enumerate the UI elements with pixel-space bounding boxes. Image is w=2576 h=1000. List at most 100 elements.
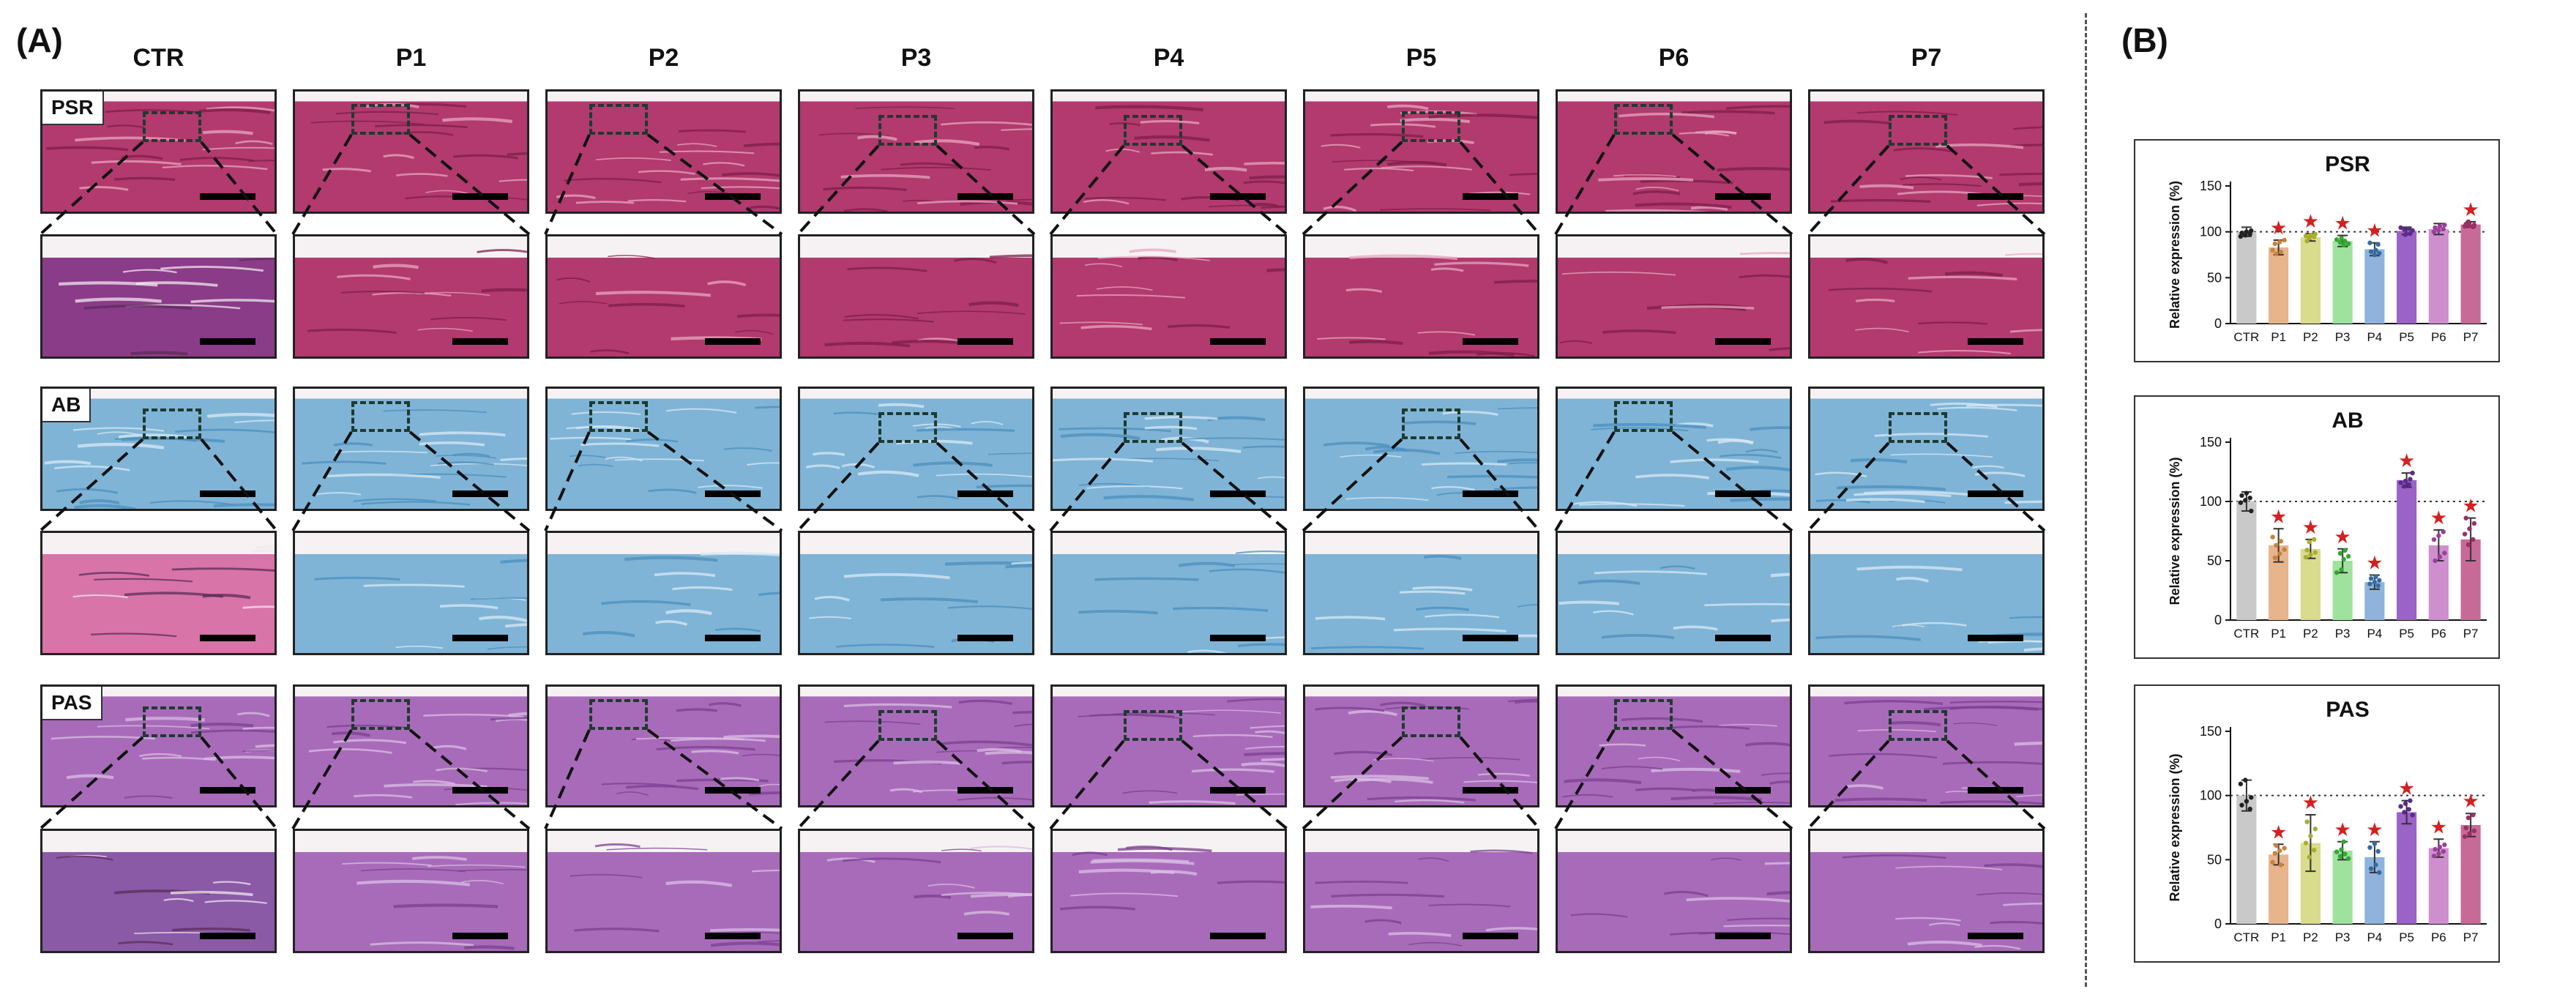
data-point: [2433, 558, 2438, 564]
scale-bar: [1210, 338, 1266, 345]
ab-zoom-p3: [798, 531, 1034, 655]
bar-p6: [2428, 848, 2449, 924]
pas-overview-p2: [545, 684, 782, 807]
x-tick-label: CTR: [2233, 930, 2259, 944]
data-point: [2375, 848, 2381, 854]
data-point: [2410, 813, 2415, 818]
data-point: [2436, 533, 2441, 538]
scale-bar: [705, 338, 761, 345]
bar-p2: [2300, 237, 2321, 324]
stain-label-pas: PAS: [42, 687, 102, 720]
zoom-region-box: [143, 408, 201, 439]
ab-overview-p4: [1050, 387, 1287, 511]
data-point: [2368, 576, 2374, 581]
pas-zoom-p4: [1050, 829, 1287, 953]
significance-star: ★: [2270, 821, 2287, 843]
zoom-region-box: [878, 412, 937, 443]
data-point: [2247, 495, 2252, 501]
scale-bar: [1968, 787, 2023, 794]
data-point: [2403, 478, 2408, 484]
scale-bar: [452, 490, 508, 497]
data-point: [2471, 222, 2477, 228]
bar-p1: [2269, 854, 2289, 924]
bar-p5: [2397, 231, 2417, 324]
psr-overview-p2: [545, 89, 782, 214]
stain-label-psr: PSR: [42, 92, 104, 125]
x-tick-label: P5: [2399, 330, 2414, 344]
ab-zoom-p2: [545, 531, 782, 655]
scale-bar: [452, 338, 508, 345]
bar-p1: [2269, 247, 2289, 324]
y-tick-label: 0: [2214, 316, 2222, 331]
scale-bar: [1463, 787, 1518, 794]
data-point: [2437, 223, 2443, 229]
y-axis-label: Relative expression (%): [2168, 457, 2182, 605]
data-point: [2238, 500, 2244, 505]
pas-zoom-p3: [798, 829, 1034, 953]
bar-p2: [2300, 548, 2321, 620]
scale-bar: [452, 787, 508, 794]
scale-bar: [200, 193, 255, 200]
data-point: [2368, 249, 2374, 254]
data-point: [2308, 833, 2313, 839]
column-header-p5: P5: [1405, 44, 1437, 72]
x-tick-label: P7: [2463, 930, 2479, 944]
scale-bar: [200, 490, 255, 497]
data-point: [2272, 851, 2278, 856]
zoom-region-box: [1124, 115, 1182, 146]
scale-bar: [200, 933, 255, 939]
panel-divider: [2085, 13, 2087, 987]
ab-overview-p3: [798, 387, 1034, 511]
data-point: [2304, 819, 2310, 824]
data-point: [2307, 854, 2312, 860]
psr-zoom-p7: [1808, 234, 2045, 359]
y-tick-label: 150: [2200, 724, 2222, 739]
data-point: [2467, 223, 2472, 228]
psr-zoom-ctr: [40, 234, 277, 359]
data-point: [2307, 539, 2312, 545]
data-point: [2408, 477, 2413, 482]
data-point: [2308, 232, 2313, 238]
data-point: [2339, 847, 2344, 852]
significance-star: ★: [2398, 777, 2415, 799]
data-point: [2274, 251, 2279, 256]
x-tick-label: P2: [2303, 930, 2318, 944]
y-tick-label: 150: [2200, 435, 2222, 449]
scale-bar: [1463, 635, 1518, 641]
scale-bar: [957, 338, 1013, 345]
data-point: [2463, 515, 2468, 520]
data-point: [2367, 581, 2372, 586]
scale-bar: [1715, 933, 1771, 939]
data-point: [2244, 229, 2250, 234]
data-point: [2334, 570, 2340, 575]
ab-overview-p2: [545, 387, 782, 511]
psr-zoom-p1: [293, 234, 529, 359]
scale-bar: [1210, 193, 1266, 200]
bar-p7: [2460, 824, 2481, 924]
data-point: [2372, 252, 2378, 258]
data-point: [2441, 226, 2446, 232]
scale-bar: [1463, 193, 1518, 200]
data-point: [2274, 542, 2279, 548]
data-point: [2377, 250, 2382, 256]
data-point: [2277, 239, 2282, 245]
zoom-region-box: [1889, 115, 1947, 146]
ab-zoom-p1: [293, 531, 529, 655]
data-point: [2312, 231, 2318, 236]
pas-overview-p3: [798, 684, 1034, 807]
psr-overview-p4: [1050, 89, 1287, 214]
bar-ctr: [2236, 231, 2257, 324]
significance-star: ★: [2430, 507, 2447, 529]
data-point: [2373, 862, 2378, 867]
significance-star: ★: [2334, 818, 2351, 840]
data-point: [2238, 781, 2244, 787]
x-tick-label: P4: [2367, 930, 2382, 944]
data-point: [2467, 526, 2472, 531]
zoom-region-box: [589, 104, 648, 135]
data-point: [2282, 547, 2287, 552]
data-point: [2408, 231, 2413, 236]
x-tick-label: P7: [2463, 627, 2479, 641]
data-point: [2277, 848, 2282, 854]
scale-bar: [1715, 193, 1771, 200]
data-point: [2442, 842, 2447, 848]
